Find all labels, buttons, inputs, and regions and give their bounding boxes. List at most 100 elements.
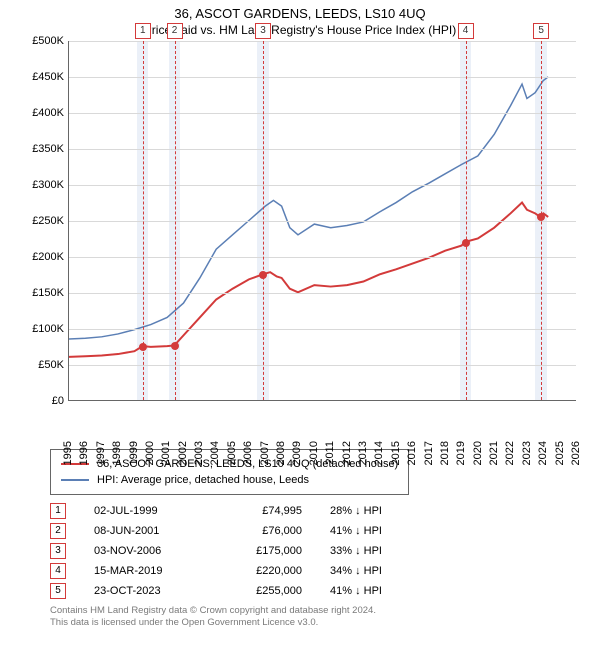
- x-tick-label: 2020: [472, 441, 484, 465]
- x-tick-label: 1997: [95, 441, 107, 465]
- attribution-line2: This data is licensed under the Open Gov…: [50, 617, 580, 629]
- row-price: £255,000: [222, 581, 302, 601]
- table-row: 3 03-NOV-2006 £175,000 33% ↓ HPI: [50, 541, 580, 561]
- x-tick-label: 2019: [455, 441, 467, 465]
- gridline: [69, 185, 576, 186]
- y-tick-label: £400K: [24, 107, 64, 119]
- gridline: [69, 41, 576, 42]
- x-tick-label: 2008: [275, 441, 287, 465]
- row-diff: 28% ↓ HPI: [330, 501, 420, 521]
- gridline: [69, 329, 576, 330]
- x-tick-label: 2000: [144, 441, 156, 465]
- x-tick-label: 1998: [111, 441, 123, 465]
- row-date: 15-MAR-2019: [94, 561, 194, 581]
- sale-dot: [537, 213, 545, 221]
- gridline: [69, 365, 576, 366]
- sale-marker-number: 3: [255, 23, 271, 39]
- x-tick-label: 2010: [308, 441, 320, 465]
- series-hpi: [69, 77, 548, 339]
- table-row: 5 23-OCT-2023 £255,000 41% ↓ HPI: [50, 581, 580, 601]
- series-property: [69, 203, 548, 357]
- row-price: £220,000: [222, 561, 302, 581]
- row-date: 02-JUL-1999: [94, 501, 194, 521]
- y-tick-label: £200K: [24, 251, 64, 263]
- row-number: 3: [50, 543, 66, 559]
- chart-area: 12345 1995199619971998199920002001200220…: [20, 41, 580, 401]
- legend-label: HPI: Average price, detached house, Leed…: [97, 472, 309, 488]
- y-tick-label: £450K: [24, 71, 64, 83]
- sales-table: 1 02-JUL-1999 £74,995 28% ↓ HPI 2 08-JUN-2001…: [50, 501, 580, 601]
- attribution-line1: Contains HM Land Registry data © Crown c…: [50, 605, 580, 617]
- gridline: [69, 113, 576, 114]
- x-tick-label: 1995: [62, 441, 74, 465]
- sale-marker-number: 5: [533, 23, 549, 39]
- row-date: 08-JUN-2001: [94, 521, 194, 541]
- row-date: 23-OCT-2023: [94, 581, 194, 601]
- sale-dot: [171, 342, 179, 350]
- x-tick-label: 2012: [341, 441, 353, 465]
- sale-marker-line: [466, 41, 467, 400]
- x-tick-label: 2026: [570, 441, 582, 465]
- gridline: [69, 149, 576, 150]
- gridline: [69, 77, 576, 78]
- row-diff: 41% ↓ HPI: [330, 521, 420, 541]
- x-tick-label: 2023: [521, 441, 533, 465]
- x-tick-label: 2013: [357, 441, 369, 465]
- x-tick-label: 2016: [406, 441, 418, 465]
- sale-dot: [139, 343, 147, 351]
- x-tick-label: 2011: [324, 441, 336, 465]
- row-price: £175,000: [222, 541, 302, 561]
- attribution: Contains HM Land Registry data © Crown c…: [50, 605, 580, 630]
- x-tick-label: 2024: [537, 441, 549, 465]
- chart-title: 36, ASCOT GARDENS, LEEDS, LS10 4UQ: [0, 6, 600, 21]
- x-tick-label: 2022: [504, 441, 516, 465]
- gridline: [69, 293, 576, 294]
- row-number: 5: [50, 583, 66, 599]
- row-diff: 34% ↓ HPI: [330, 561, 420, 581]
- sale-marker-line: [263, 41, 264, 400]
- x-tick-label: 1996: [78, 441, 90, 465]
- x-tick-label: 2025: [554, 441, 566, 465]
- x-tick-label: 2007: [259, 441, 271, 465]
- y-tick-label: £300K: [24, 179, 64, 191]
- y-tick-label: £350K: [24, 143, 64, 155]
- table-row: 4 15-MAR-2019 £220,000 34% ↓ HPI: [50, 561, 580, 581]
- sale-marker-number: 4: [458, 23, 474, 39]
- x-tick-label: 2005: [226, 441, 238, 465]
- sale-marker-number: 2: [167, 23, 183, 39]
- y-tick-label: £150K: [24, 287, 64, 299]
- x-tick-label: 2006: [242, 441, 254, 465]
- row-number: 4: [50, 563, 66, 579]
- y-tick-label: £50K: [24, 359, 64, 371]
- row-diff: 33% ↓ HPI: [330, 541, 420, 561]
- y-tick-label: £500K: [24, 35, 64, 47]
- sale-dot: [259, 271, 267, 279]
- legend-item: HPI: Average price, detached house, Leed…: [61, 472, 398, 488]
- legend-swatch: [61, 479, 89, 481]
- x-tick-label: 2002: [177, 441, 189, 465]
- row-number: 2: [50, 523, 66, 539]
- sale-marker-number: 1: [135, 23, 151, 39]
- row-date: 03-NOV-2006: [94, 541, 194, 561]
- sale-dot: [462, 239, 470, 247]
- plot-area: 12345: [68, 41, 576, 401]
- gridline: [69, 257, 576, 258]
- table-row: 1 02-JUL-1999 £74,995 28% ↓ HPI: [50, 501, 580, 521]
- x-tick-label: 2009: [291, 441, 303, 465]
- chart-container: 36, ASCOT GARDENS, LEEDS, LS10 4UQ Price…: [0, 6, 600, 656]
- table-row: 2 08-JUN-2001 £76,000 41% ↓ HPI: [50, 521, 580, 541]
- x-tick-label: 2001: [160, 441, 172, 465]
- x-axis: 1995199619971998199920002001200220032004…: [68, 401, 576, 441]
- row-price: £74,995: [222, 501, 302, 521]
- x-tick-label: 2015: [390, 441, 402, 465]
- row-diff: 41% ↓ HPI: [330, 581, 420, 601]
- x-tick-label: 2021: [488, 441, 500, 465]
- y-tick-label: £250K: [24, 215, 64, 227]
- row-price: £76,000: [222, 521, 302, 541]
- row-number: 1: [50, 503, 66, 519]
- x-tick-label: 1999: [128, 441, 140, 465]
- chart-subtitle: Price paid vs. HM Land Registry's House …: [0, 23, 600, 37]
- y-tick-label: £100K: [24, 323, 64, 335]
- gridline: [69, 221, 576, 222]
- x-tick-label: 2004: [209, 441, 221, 465]
